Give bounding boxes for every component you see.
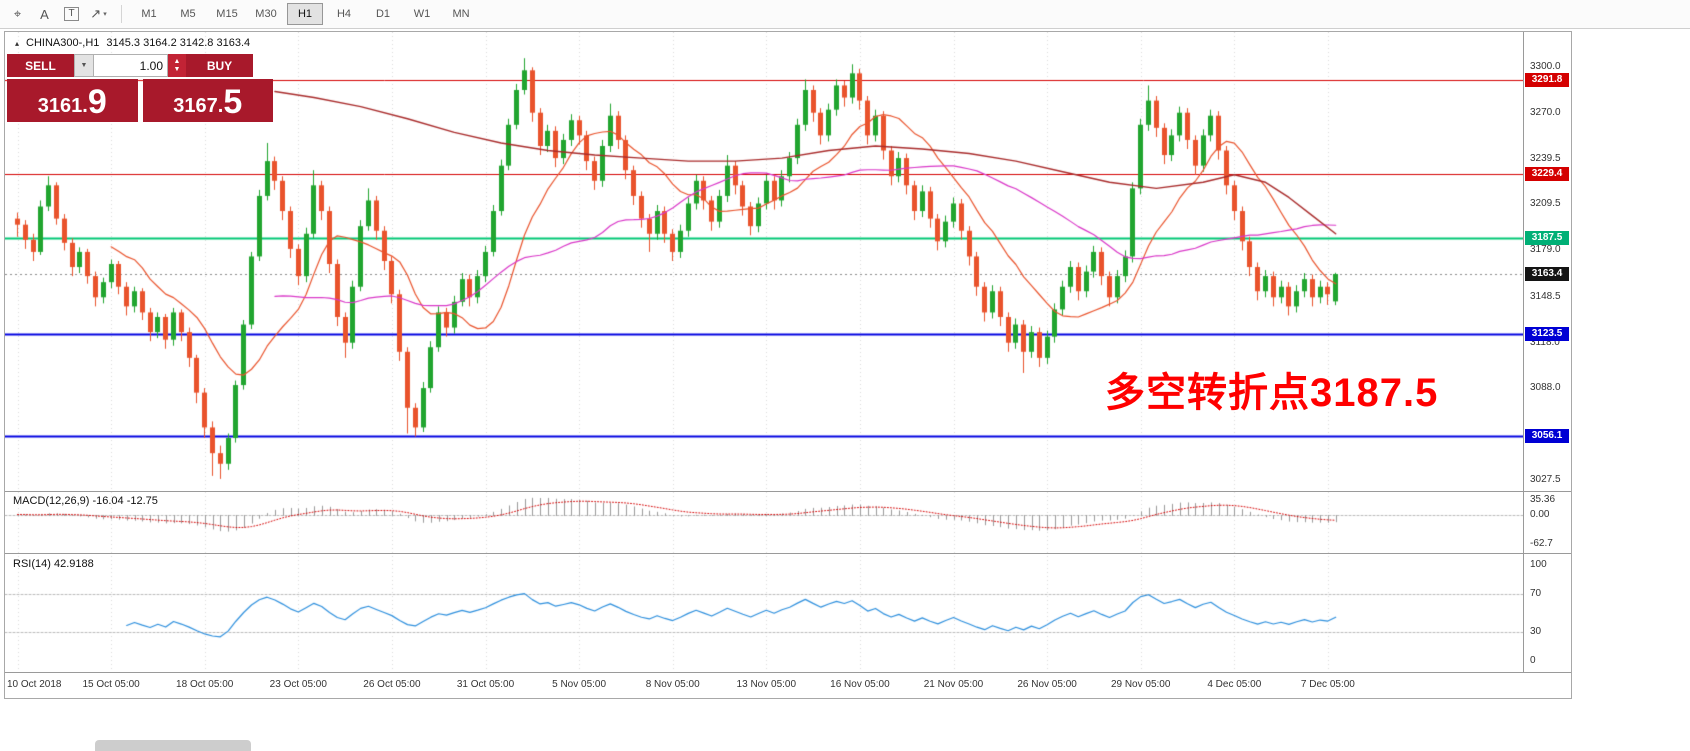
- time-label: 29 Nov 05:00: [1110, 679, 1171, 690]
- time-label: 8 Nov 05:00: [645, 679, 700, 690]
- price-tick-label: 3118.0: [1530, 336, 1560, 348]
- timeframe-m30[interactable]: M30: [255, 8, 277, 20]
- text-label-icon: A: [40, 6, 49, 22]
- rsi-tick-label: 100: [1530, 559, 1547, 571]
- price-tag: 3187.5: [1525, 230, 1569, 245]
- rsi-tick-label: 0: [1530, 654, 1536, 666]
- time-label: 21 Nov 05:00: [923, 679, 984, 690]
- chevron-down-icon: ▼: [80, 62, 88, 69]
- price-tick-label: 3027.5: [1530, 473, 1561, 485]
- time-label: 26 Oct 05:00: [363, 679, 421, 690]
- price-tick-label: 3270.0: [1530, 106, 1561, 118]
- timeframe-w1[interactable]: W1: [413, 8, 431, 20]
- chart-symbol-period: CHINA300-,H1: [26, 37, 100, 49]
- chart-title: ▴ CHINA300-,H1 3145.3 3164.2 3142.8 3163…: [15, 37, 250, 49]
- macd-tick-label: 0.00: [1530, 508, 1550, 520]
- timeframe-m15[interactable]: M15: [216, 8, 238, 20]
- time-label: 15 Oct 05:00: [82, 679, 140, 690]
- macd-indicator-title: MACD(12,26,9) -16.04 -12.75: [13, 495, 158, 507]
- time-label: 16 Nov 05:00: [830, 679, 890, 690]
- time-label: 5 Nov 05:00: [552, 679, 607, 690]
- buy-price-big-digit: 5: [223, 83, 243, 121]
- time-label: 18 Oct 05:00: [176, 679, 234, 690]
- time-label: 13 Nov 05:00: [736, 679, 797, 690]
- crosshair-tool-button[interactable]: ⌖: [4, 3, 31, 25]
- pane-splitter[interactable]: [5, 553, 1571, 554]
- toolbar-separator: [121, 5, 122, 23]
- timeframe-h1[interactable]: H1: [287, 3, 323, 25]
- timeframe-d1[interactable]: D1: [375, 8, 391, 20]
- buy-button[interactable]: BUY: [186, 54, 253, 77]
- chevron-down-icon: ▾: [103, 11, 107, 18]
- spin-down-icon: ▼: [173, 65, 181, 73]
- timeframe-m1[interactable]: M1: [141, 8, 157, 20]
- timeframe-m5[interactable]: M5: [180, 8, 196, 20]
- rsi-tick-label: 70: [1530, 587, 1542, 599]
- plot-area: ▴ CHINA300-,H1 3145.3 3164.2 3142.8 3163…: [5, 32, 1523, 690]
- sell-price-big-digit: 9: [87, 83, 107, 121]
- timeframe-toolbar: M1 M5 M15 M30 H1 H4 D1 W1 MN: [131, 3, 479, 25]
- volume-dropdown-button[interactable]: ▼: [74, 54, 94, 77]
- time-label: 31 Oct 05:00: [456, 679, 515, 690]
- buy-price: 3167.: [173, 95, 224, 117]
- price-scale-border: [1523, 32, 1524, 672]
- price-tick-label: 3179.0: [1530, 244, 1561, 256]
- text-label-tool-button[interactable]: A: [31, 3, 58, 25]
- time-axis-border: [5, 672, 1571, 673]
- bottom-panel-scrollbar[interactable]: [95, 740, 251, 751]
- time-label: 7 Dec 05:00: [1300, 679, 1355, 690]
- timeframe-mn[interactable]: MN: [452, 8, 470, 20]
- macd-tick-label: -62.7: [1530, 538, 1553, 549]
- time-label: 10 Oct 2018: [7, 679, 62, 690]
- price-chart-canvas[interactable]: [5, 32, 1523, 672]
- rsi-indicator-title: RSI(14) 42.9188: [13, 558, 94, 570]
- time-axis: 10 Oct 2018 15 Oct 05:00 18 Oct 05:00 23 Oc…: [5, 673, 1523, 697]
- buy-price-button[interactable]: 3167. 5: [142, 79, 273, 122]
- volume-stepper[interactable]: ▲ ▼: [168, 54, 186, 77]
- chart-text-annotation[interactable]: 多空转折点3187.5: [1105, 371, 1439, 415]
- crosshair-icon: ⌖: [13, 6, 22, 21]
- one-click-trading-widget: SELL ▼ ▲ ▼ BUY 3161. 9 3167. 5: [7, 54, 273, 122]
- price-tag: 3163.4: [1525, 267, 1569, 281]
- chart-ohlc-values: 3145.3 3164.2 3142.8 3163.4: [106, 37, 251, 49]
- time-label: 26 Nov 05:00: [1017, 679, 1077, 690]
- chart-marker-icon: ▴: [15, 38, 20, 48]
- spin-up-icon: ▲: [173, 57, 181, 65]
- price-scale: 3300.0 3270.0 3239.5 3209.5 3179.0 3148.5 3118…: [1524, 32, 1570, 672]
- time-label: 4 Dec 05:00: [1207, 679, 1262, 690]
- time-label: 23 Oct 05:00: [269, 679, 327, 690]
- price-tick-label: 3300.0: [1530, 61, 1561, 73]
- chart-window: ▴ CHINA300-,H1 3145.3 3164.2 3142.8 3163…: [4, 31, 1572, 699]
- arrow-tools-button[interactable]: ↗ ▾: [85, 3, 112, 25]
- timeframe-h4[interactable]: H4: [336, 8, 352, 20]
- sell-price: 3161.: [37, 95, 88, 117]
- toolbar: ⌖ A T ↗ ▾ M1 M5 M15 M30 H1 H4 D1 W1 MN: [0, 0, 1690, 29]
- price-tag: 3123.5: [1525, 327, 1569, 342]
- pane-splitter[interactable]: [5, 491, 1571, 492]
- price-tick-label: 3148.5: [1530, 290, 1561, 302]
- sell-price-button[interactable]: 3161. 9: [7, 79, 138, 122]
- arrow-tools-icon: ↗: [90, 6, 102, 21]
- sell-button[interactable]: SELL: [7, 54, 74, 77]
- price-tick-label: 3209.5: [1530, 198, 1561, 210]
- price-tag: 3229.4: [1525, 167, 1569, 182]
- price-tick-label: 3239.5: [1530, 152, 1561, 164]
- volume-input[interactable]: [94, 54, 168, 77]
- macd-tick-label: 35.36: [1530, 494, 1556, 505]
- text-tool-icon: T: [64, 7, 79, 21]
- text-tool-button[interactable]: T: [58, 3, 85, 25]
- price-tick-label: 3088.0: [1530, 382, 1561, 394]
- price-tag: 3056.1: [1525, 429, 1569, 444]
- price-tag: 3291.8: [1525, 72, 1569, 87]
- rsi-tick-label: 30: [1530, 626, 1542, 638]
